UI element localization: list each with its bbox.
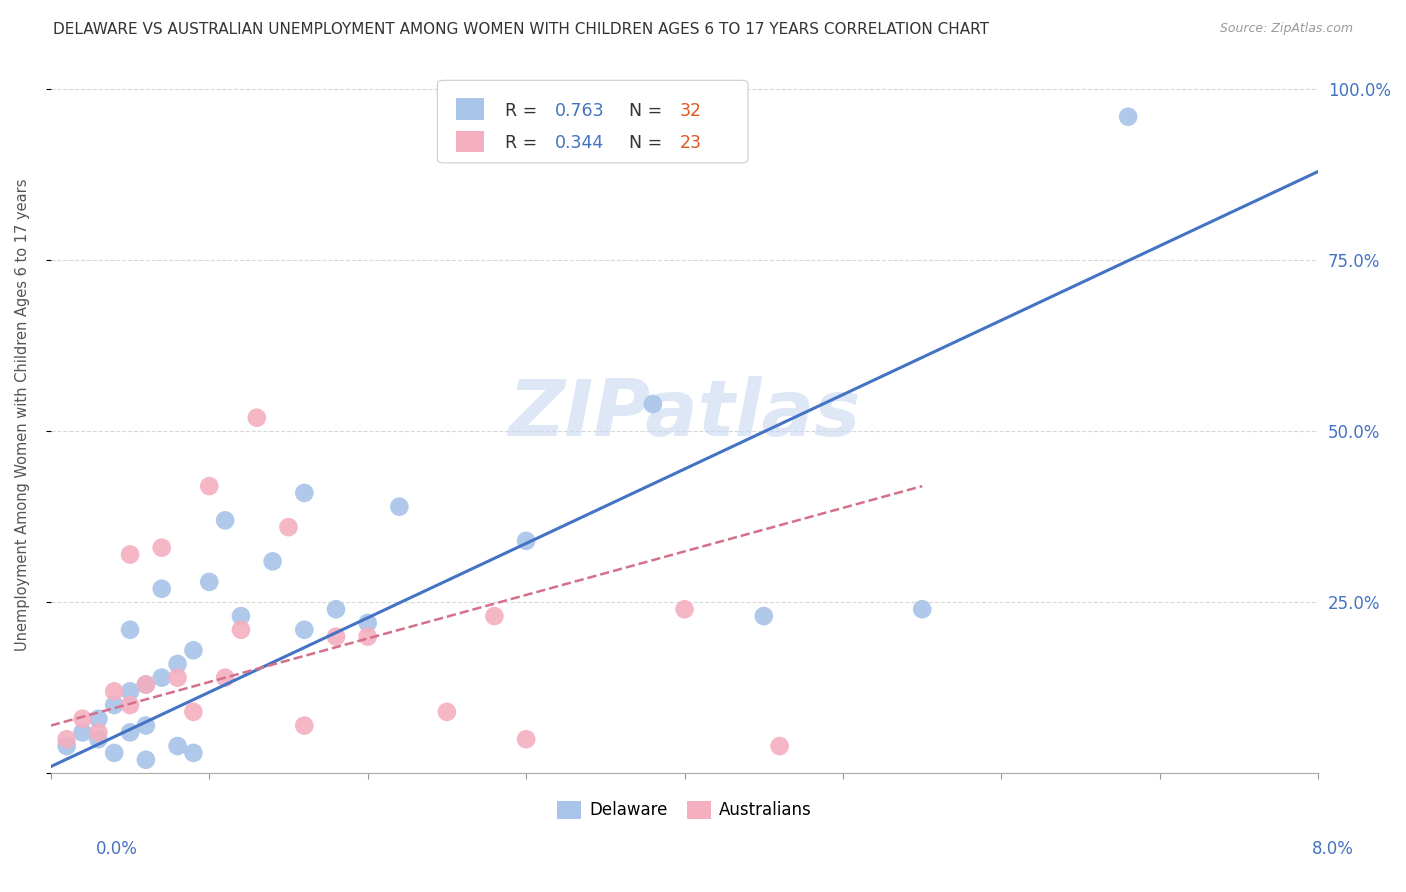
Text: ZIPatlas: ZIPatlas <box>509 376 860 452</box>
Point <box>103 698 125 712</box>
Point <box>135 677 157 691</box>
Point <box>229 623 252 637</box>
Text: 0.0%: 0.0% <box>96 840 138 858</box>
Point <box>752 609 775 624</box>
Point <box>87 725 110 739</box>
Point <box>118 725 141 739</box>
Point <box>292 486 315 500</box>
Point <box>198 574 221 589</box>
Point <box>166 739 188 753</box>
Point <box>135 753 157 767</box>
Point <box>55 732 77 747</box>
Point <box>72 712 94 726</box>
Y-axis label: Unemployment Among Women with Children Ages 6 to 17 years: Unemployment Among Women with Children A… <box>15 178 30 650</box>
Point <box>183 746 205 760</box>
Point <box>292 718 315 732</box>
Point <box>911 602 934 616</box>
Point <box>103 746 125 760</box>
Text: 0.344: 0.344 <box>555 135 605 153</box>
Point <box>118 698 141 712</box>
Point <box>325 630 347 644</box>
Bar <box>457 98 484 120</box>
Point <box>150 541 173 555</box>
Point <box>484 609 506 624</box>
Point <box>87 732 110 747</box>
Point <box>673 602 696 616</box>
Point <box>515 533 537 548</box>
Legend: Delaware, Australians: Delaware, Australians <box>551 794 818 826</box>
Point <box>357 630 380 644</box>
Point <box>118 623 141 637</box>
Point <box>183 705 205 719</box>
Point <box>198 479 221 493</box>
Point <box>55 739 77 753</box>
Text: N =: N = <box>628 103 668 120</box>
Point <box>150 582 173 596</box>
Text: N =: N = <box>628 135 668 153</box>
Point <box>118 548 141 562</box>
Point <box>246 410 269 425</box>
Point <box>229 609 252 624</box>
Text: 8.0%: 8.0% <box>1312 840 1354 858</box>
Point <box>515 732 537 747</box>
Point <box>214 671 236 685</box>
Point <box>87 712 110 726</box>
Point <box>768 739 790 753</box>
Point <box>103 684 125 698</box>
Point <box>262 554 284 568</box>
FancyBboxPatch shape <box>437 80 748 163</box>
Text: 0.763: 0.763 <box>555 103 605 120</box>
Point <box>166 671 188 685</box>
Text: DELAWARE VS AUSTRALIAN UNEMPLOYMENT AMONG WOMEN WITH CHILDREN AGES 6 TO 17 YEARS: DELAWARE VS AUSTRALIAN UNEMPLOYMENT AMON… <box>53 22 990 37</box>
Text: 23: 23 <box>679 135 702 153</box>
Text: 32: 32 <box>679 103 702 120</box>
Point <box>641 397 664 411</box>
Point <box>183 643 205 657</box>
Bar <box>457 131 484 153</box>
Point <box>135 718 157 732</box>
Point <box>166 657 188 671</box>
Point <box>1116 110 1139 124</box>
Point <box>118 684 141 698</box>
Text: R =: R = <box>505 103 543 120</box>
Point <box>135 677 157 691</box>
Point <box>214 513 236 527</box>
Point <box>277 520 299 534</box>
Point <box>388 500 411 514</box>
Point <box>72 725 94 739</box>
Point <box>325 602 347 616</box>
Point <box>150 671 173 685</box>
Point <box>292 623 315 637</box>
Text: R =: R = <box>505 135 543 153</box>
Text: Source: ZipAtlas.com: Source: ZipAtlas.com <box>1219 22 1353 36</box>
Point <box>436 705 458 719</box>
Point <box>357 615 380 630</box>
